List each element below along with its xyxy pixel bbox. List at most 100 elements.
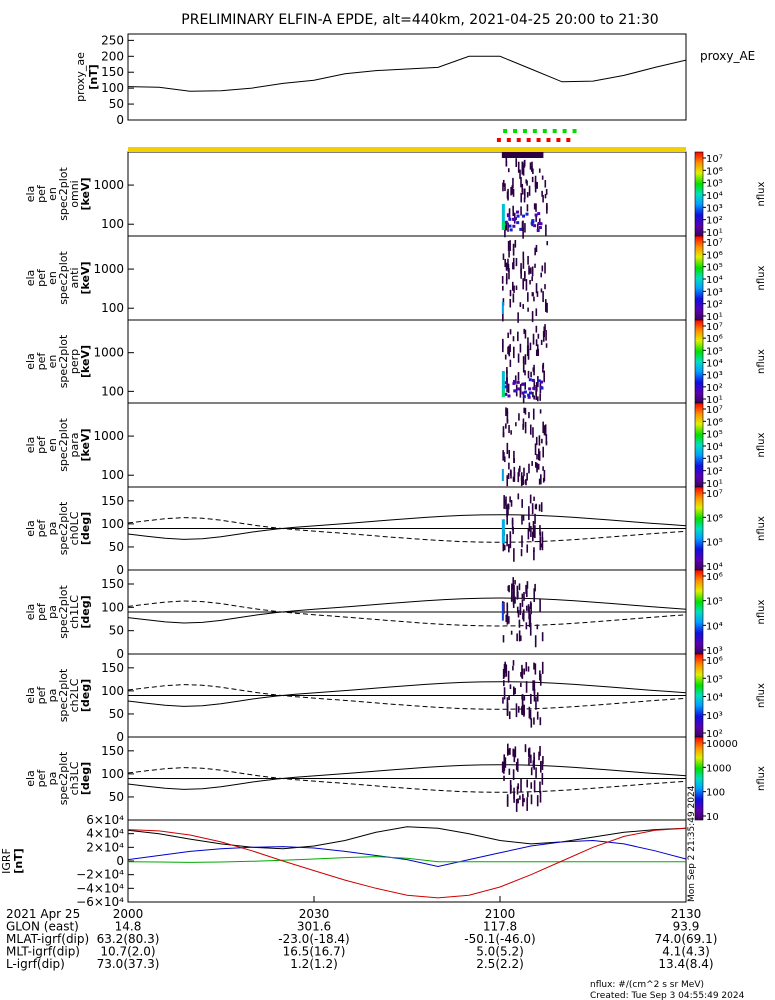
proxy-ae-ytick-label: 0 [116, 113, 124, 127]
panel-ylabel-line: pa [46, 522, 59, 536]
spectrogram-cell [537, 333, 540, 339]
proxy-ae-line [127, 55, 687, 92]
spectrogram-cell [546, 204, 548, 210]
igrf-ytick-label: 0 [116, 854, 124, 868]
spectrogram-cell [513, 472, 516, 482]
spectrogram-cell [502, 182, 504, 192]
xaxis-value: 2000 [113, 907, 144, 921]
spectrogram-cell [531, 266, 534, 277]
spectrogram-cell [513, 548, 515, 562]
panel-ytick-label: 1000 [93, 178, 124, 192]
spectrogram-cell [521, 599, 524, 607]
spectrogram-cell [513, 346, 515, 359]
spectrogram-cell [533, 662, 535, 670]
spectrogram-cell [546, 302, 548, 313]
panel-ytick-label: 100 [101, 301, 124, 315]
spectrogram-cell [512, 293, 515, 303]
spectrogram-cell [523, 705, 525, 717]
spectrogram-cell [530, 693, 532, 704]
spectrogram-cell [541, 175, 544, 180]
spectrogram-cell [542, 755, 544, 765]
spectrogram-cell [527, 393, 531, 397]
panel-ytick-label: 100 [101, 217, 124, 231]
spectrogram-cell [531, 378, 535, 382]
panel-ylabel-line: spec2plot [57, 751, 70, 805]
spectrogram-cell [511, 519, 514, 531]
spectrogram-cell [517, 591, 519, 599]
spectrogram-cell [514, 579, 516, 585]
spectrogram-cell [522, 278, 524, 290]
spectrogram-cell [534, 180, 537, 193]
spectrogram-cell [511, 583, 513, 597]
spectrogram-cell [535, 325, 538, 333]
spectrogram-cell [516, 380, 520, 384]
xaxis-value: 5.0(5.2) [476, 945, 524, 959]
spectrogram-cell [524, 354, 527, 365]
spectrogram-cell [532, 333, 535, 345]
spectrogram-cell [537, 223, 539, 233]
spectrogram-cell [505, 423, 507, 429]
footer-units: nflux: #/(cm^2 s sr MeV) [590, 980, 704, 990]
colorbar-ch3LC [694, 736, 704, 821]
colorbar-para [694, 402, 704, 488]
spectrogram-cell [522, 418, 525, 428]
anti-loss-cone-line [127, 517, 687, 543]
spectrogram-cell [535, 696, 537, 710]
spectrogram-cell [546, 241, 549, 246]
spectrogram-cell [543, 326, 546, 338]
spectrogram-cell [541, 661, 544, 674]
panel-ytick-label: 100 [101, 684, 124, 698]
spectrogram-cell [521, 161, 524, 174]
spectrogram-cell [504, 385, 508, 389]
spectrogram-cell [538, 168, 541, 173]
colorbar-anti [694, 235, 704, 321]
spectrogram-cell [505, 161, 508, 167]
spectrogram-cell [517, 610, 520, 618]
spectrogram-cell [536, 454, 538, 460]
attitude-marker-green [503, 129, 508, 133]
colorbar-tick-label: 10⁴ [706, 442, 723, 453]
spectrogram-cell [530, 754, 532, 764]
colorbar-label: nflux [756, 432, 767, 457]
spectrogram-cell [513, 389, 517, 393]
spectrogram-cell [528, 506, 530, 521]
colorbar-label: nflux [756, 265, 767, 290]
spectrogram-cell [512, 177, 514, 189]
spectrogram-cell [524, 407, 527, 415]
igrf-ylabel-line: IGRF [0, 848, 13, 874]
panel-ylabel-line: [deg] [79, 679, 92, 712]
spectrogram-cell [508, 695, 510, 701]
spectrogram-cell [521, 694, 523, 700]
spectrogram-cell [533, 588, 536, 603]
spectrogram-cell [513, 379, 517, 383]
spectrogram-cell [513, 217, 517, 221]
colorbar-ch0LC [694, 486, 704, 571]
igrf-ytick-label: 2×10⁴ [86, 840, 124, 854]
spectrogram-cell [503, 495, 505, 509]
spectrogram-cell [533, 395, 535, 400]
spectrogram-cell [506, 442, 509, 455]
spectrogram-cell [508, 208, 511, 218]
spectrogram-cell [512, 476, 515, 482]
xaxis-value: -50.1(-46.0) [464, 932, 535, 946]
spectrogram-cell [536, 795, 539, 807]
spectrogram-cell [521, 664, 523, 679]
attitude-marker-red [506, 138, 511, 142]
spectrogram-cell [508, 584, 510, 593]
spectrogram-cell [541, 760, 544, 770]
panel-ylabel-line: spec2plot [57, 501, 70, 555]
spectrogram-cell [518, 619, 521, 628]
spectrogram-cell [529, 342, 532, 351]
colorbar-tick-label: 10⁷ [706, 238, 723, 249]
spectrogram-cell [514, 596, 516, 604]
panel-ylabel-line: [keV] [79, 428, 92, 461]
spectrogram-cell [540, 543, 543, 548]
spectrogram-cell [528, 463, 530, 474]
spectrogram-cell [510, 470, 512, 479]
spectrogram-cell [533, 224, 537, 228]
panel-ylabel-line: en [46, 438, 59, 452]
spectrogram-cell [544, 284, 546, 290]
spectrogram-cell [504, 220, 508, 224]
spectrogram-cell [522, 793, 524, 807]
colorbar-tick-label: 10² [706, 383, 723, 394]
